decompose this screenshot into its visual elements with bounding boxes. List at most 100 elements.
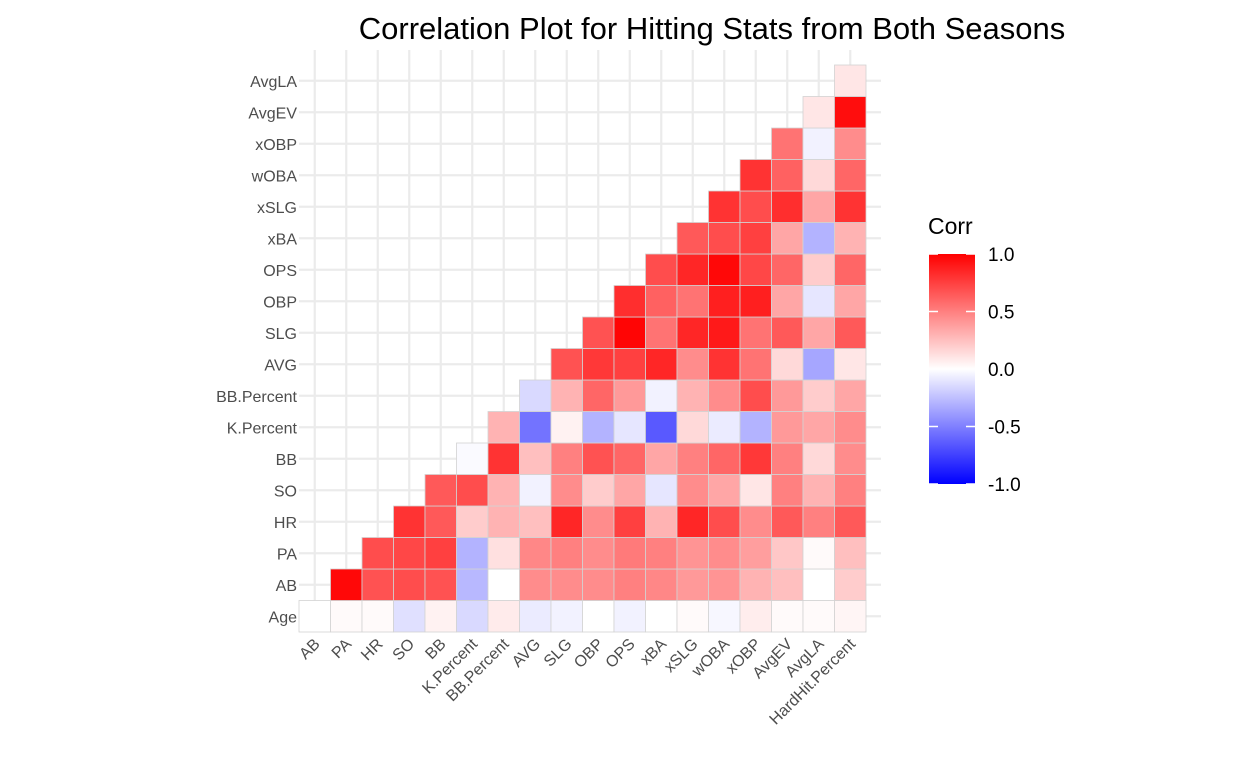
heatmap-cell [708,379,741,412]
heatmap-cell [802,222,835,255]
heatmap-cell [739,537,772,570]
heatmap-cell [834,379,867,412]
y-axis-ticks: Age AB PA HR SO BB K.Percent BB.Percent AVG SLG OB… [216,74,297,627]
heatmap-cell [739,442,772,475]
heatmap-cell [582,505,615,538]
heatmap-cell [708,190,741,223]
heatmap-cell [676,568,709,601]
legend-tick-label: 0.0 [988,360,1014,381]
heatmap-cell [771,411,804,444]
legend: Corr 1.0 0.5 0.0 -0.5 -1.0 [928,213,1021,496]
y-tick-label: xSLG [257,200,297,217]
heatmap-cell [582,411,615,444]
heatmap-cell [771,537,804,570]
chart-title: Correlation Plot for Hitting Stats from … [359,11,1065,46]
heatmap-cell [676,222,709,255]
heatmap-cell [487,474,520,507]
heatmap-cell [771,568,804,601]
heatmap-cell [802,537,835,570]
heatmap-cell [487,537,520,570]
heatmap-cell [708,505,741,538]
heatmap-cell [802,411,835,444]
heatmap-cell [645,568,678,601]
heatmap-cell [771,316,804,349]
y-tick-label: xBA [268,231,298,248]
heatmap-cell [519,442,552,475]
heatmap-cell [645,285,678,318]
heatmap-cell [487,600,520,633]
heatmap-cell [676,505,709,538]
heatmap-cell [393,537,426,570]
heatmap-cell [298,600,331,633]
heatmap-cell [645,600,678,633]
heatmap-cell [676,537,709,570]
heatmap-cell [613,348,646,381]
heatmap-cell [834,159,867,192]
y-tick-label: AB [276,578,297,595]
heatmap-cell [424,600,457,633]
heatmap-cell [582,537,615,570]
heatmap-cell [582,474,615,507]
heatmap-cell [802,600,835,633]
heatmap-cell [582,442,615,475]
heatmap-cell [519,505,552,538]
heatmap-cell [834,96,867,129]
heatmap-cell [330,568,363,601]
y-tick-label: HR [274,515,297,532]
heatmap-cell [582,568,615,601]
heatmap-cell [834,411,867,444]
heatmap-cell [519,411,552,444]
y-tick-label: AvgEV [248,105,297,122]
heatmap-cell [645,379,678,412]
heatmap-cell [802,474,835,507]
heatmap-cell [676,600,709,633]
heatmap-cell [519,474,552,507]
heatmap-cell [424,505,457,538]
heatmap-cell [645,316,678,349]
heatmap-cell [771,379,804,412]
heatmap-cell [771,190,804,223]
heatmap-cell [676,253,709,286]
heatmap-cell [834,127,867,160]
heatmap-cell [708,442,741,475]
heatmap-cell [834,285,867,318]
y-tick-label: OPS [263,263,297,280]
heatmap-cell [645,505,678,538]
heatmap-cell [802,505,835,538]
heatmap-cell [550,474,583,507]
heatmap-cell [613,411,646,444]
heatmap-cell [519,537,552,570]
legend-tick-label: 1.0 [988,245,1014,266]
x-tick-label: HR [358,636,386,664]
heatmap-cell [708,348,741,381]
heatmap-cell [456,442,489,475]
heatmap-cell [393,505,426,538]
y-tick-label: OBP [263,294,297,311]
heatmap-cell [708,537,741,570]
heatmap-cell [802,190,835,223]
heatmap-cell [361,600,394,633]
heatmap-cell [834,442,867,475]
heatmap-cell [771,474,804,507]
heatmap-cell [645,474,678,507]
y-tick-label: SLG [265,326,297,343]
heatmap-cell [519,600,552,633]
legend-title: Corr [928,213,973,239]
x-tick-label: SO [390,636,418,664]
x-tick-label: PA [329,636,356,663]
heatmap-cell [834,222,867,255]
heatmap-tiles [298,64,867,633]
heatmap-cell [834,474,867,507]
heatmap-cell [771,505,804,538]
heatmap-cell [739,222,772,255]
heatmap-cell [487,411,520,444]
heatmap-cell [393,600,426,633]
heatmap-cell [771,348,804,381]
heatmap-cell [739,379,772,412]
heatmap-cell [708,285,741,318]
heatmap-cell [676,442,709,475]
heatmap-cell [550,379,583,412]
heatmap-cell [834,537,867,570]
heatmap-cell [582,600,615,633]
heatmap-cell [330,600,363,633]
